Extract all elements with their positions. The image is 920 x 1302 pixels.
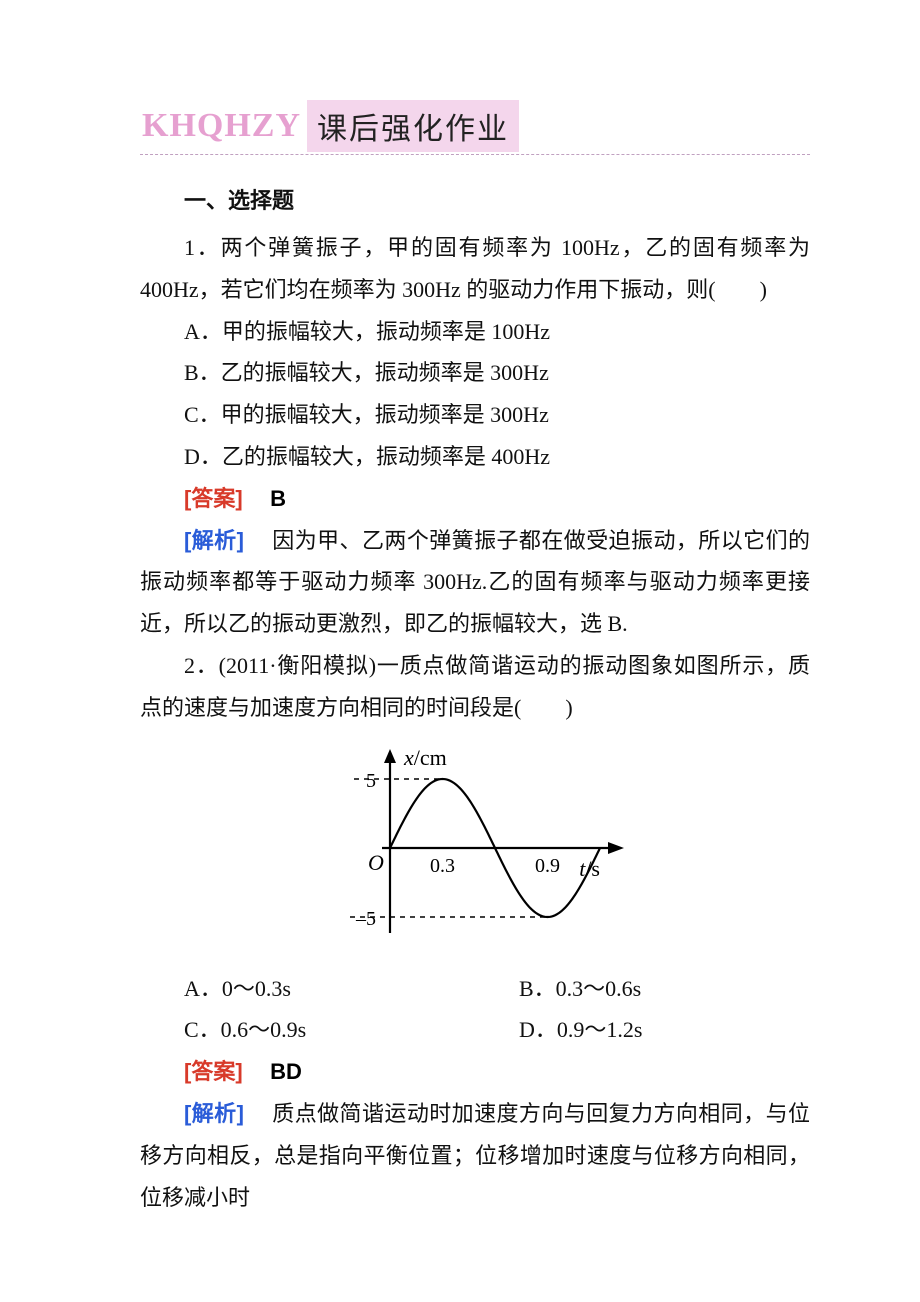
q2-options-row2: C．0.6～0.9s D．0.9～1.2s xyxy=(140,1009,810,1051)
svg-text:x/cm: x/cm xyxy=(403,745,447,770)
q2-analysis: [解析] 质点做简谐运动时加速度方向与回复力方向相同，与位移方向相反，总是指向平… xyxy=(140,1093,810,1218)
q1-opt-c: C．甲的振幅较大，振动频率是 300Hz xyxy=(140,394,810,436)
analysis-label: [解析] xyxy=(184,528,244,553)
q1-answer-line: [答案] B xyxy=(140,478,810,520)
q2-opt-b: B．0.3～0.6s xyxy=(475,968,810,1010)
svg-text:5: 5 xyxy=(366,770,376,792)
answer-label: [答案] xyxy=(184,1059,243,1084)
svg-text:t/s: t/s xyxy=(579,856,600,881)
q2-options-row1: A．0～0.3s B．0.3～0.6s xyxy=(140,968,810,1010)
svg-text:0.3: 0.3 xyxy=(430,855,455,877)
sine-chart: x/cm t/s O 5 –5 0.3 0.9 xyxy=(320,743,630,953)
q1-answer-value: B xyxy=(248,486,286,511)
q2-stem: 2．(2011·衡阳模拟)一质点做简谐运动的振动图象如图所示，质点的速度与加速度… xyxy=(140,645,810,729)
svg-text:–5: –5 xyxy=(355,908,376,930)
banner: KHQHZY 课后强化作业 xyxy=(140,100,810,155)
answer-label: [答案] xyxy=(184,486,243,511)
q2-answer-line: [答案] BD xyxy=(140,1051,810,1093)
banner-left-text: KHQHZY xyxy=(140,100,307,152)
q2-answer-value: BD xyxy=(248,1059,302,1084)
q2-opt-c: C．0.6～0.9s xyxy=(140,1009,475,1051)
q2-opt-a: A．0～0.3s xyxy=(140,968,475,1010)
q2-opt-d: D．0.9～1.2s xyxy=(475,1009,810,1051)
page-root: KHQHZY 课后强化作业 一、选择题 1．两个弹簧振子，甲的固有频率为 100… xyxy=(0,0,920,1278)
svg-text:0.9: 0.9 xyxy=(535,855,560,877)
analysis-label: [解析] xyxy=(184,1101,244,1126)
q1-analysis: [解析] 因为甲、乙两个弹簧振子都在做受迫振动，所以它们的振动频率都等于驱动力频… xyxy=(140,520,810,645)
q1-opt-a: A．甲的振幅较大，振动频率是 100Hz xyxy=(140,311,810,353)
banner-right-text: 课后强化作业 xyxy=(307,100,519,152)
q1-stem: 1．两个弹簧振子，甲的固有频率为 100Hz，乙的固有频率为 400Hz，若它们… xyxy=(140,227,810,311)
q2-figure: x/cm t/s O 5 –5 0.3 0.9 xyxy=(140,743,810,958)
svg-text:O: O xyxy=(368,850,384,875)
q1-opt-b: B．乙的振幅较大，振动频率是 300Hz xyxy=(140,352,810,394)
section-title: 一、选择题 xyxy=(184,183,810,215)
q1-opt-d: D．乙的振幅较大，振动频率是 400Hz xyxy=(140,436,810,478)
